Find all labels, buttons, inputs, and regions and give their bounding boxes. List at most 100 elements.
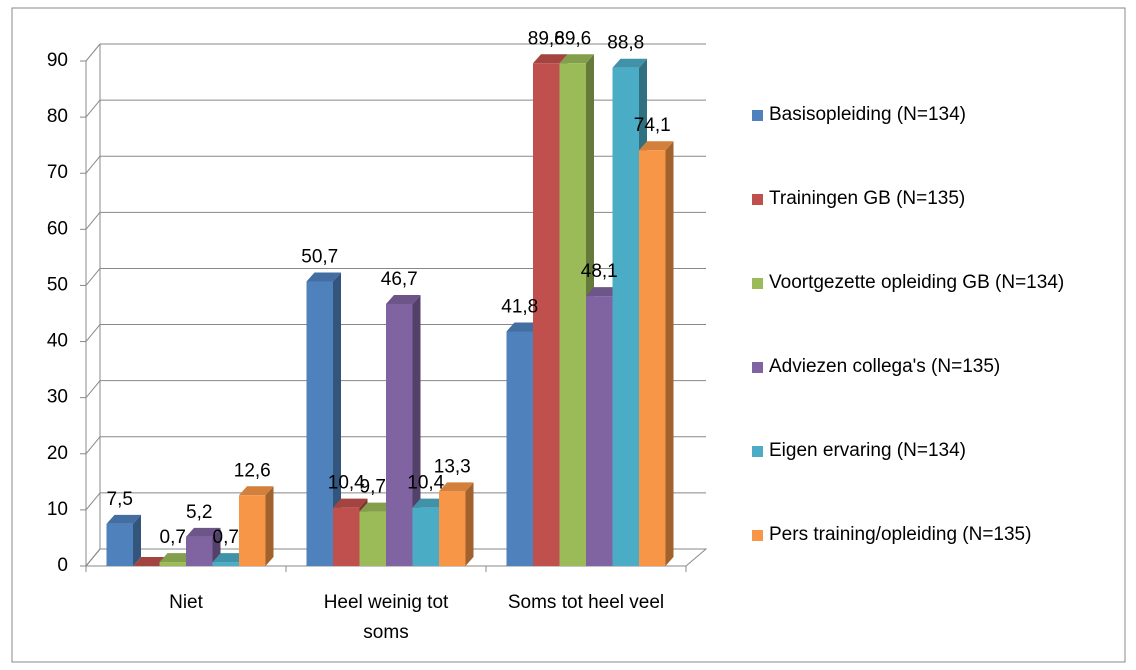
y-tick-label: 30 — [47, 387, 68, 408]
bar-top — [533, 54, 568, 64]
bar-side — [333, 272, 341, 566]
bar-side — [465, 482, 474, 566]
bar — [106, 523, 133, 566]
legend-item: Adviezen collega's (N=135) — [752, 352, 1122, 382]
bar — [612, 67, 639, 566]
bar — [439, 491, 466, 566]
bar-top — [133, 557, 168, 566]
data-label: 89,6 — [528, 28, 565, 49]
data-label: 10,4 — [407, 473, 444, 494]
legend-swatch — [752, 278, 763, 289]
data-label: 0,7 — [160, 527, 186, 548]
y-tick-label: 70 — [47, 162, 68, 183]
data-label: 9,7 — [360, 477, 386, 498]
bar — [559, 63, 586, 566]
data-label: 10,4 — [328, 473, 365, 494]
bar — [186, 536, 213, 566]
bar-top — [639, 141, 674, 151]
bar — [506, 331, 533, 566]
y-tick-label: 50 — [47, 274, 68, 295]
legend-item: Pers training/opleiding (N=135) — [752, 520, 1122, 550]
bar-side — [412, 294, 421, 566]
bar — [239, 495, 266, 566]
legend-label: Pers training/opleiding (N=135) — [769, 524, 1032, 545]
data-label: 48,1 — [581, 261, 618, 282]
grid-line — [85, 380, 101, 398]
bar-top — [212, 553, 247, 563]
data-label: 0,7 — [213, 527, 239, 548]
legend-item: Basisopleiding (N=134) — [752, 100, 1122, 130]
bar-side — [665, 141, 674, 566]
legend-swatch — [752, 362, 763, 373]
bar-top — [506, 322, 541, 332]
bar-top — [306, 272, 341, 282]
data-label: 74,1 — [634, 115, 671, 136]
legend-label: Eigen ervaring (N=134) — [769, 440, 966, 461]
bar — [412, 507, 439, 566]
data-label: 7,5 — [107, 489, 133, 510]
y-tick-label: 10 — [47, 499, 68, 520]
x-tick-label: Niet — [169, 592, 203, 613]
y-tick-label: 80 — [47, 106, 68, 127]
y-tick-label: 60 — [47, 218, 68, 239]
bar — [639, 150, 666, 566]
legend-label: Adviezen collega's (N=135) — [769, 356, 1001, 377]
data-label: 41,8 — [501, 296, 538, 317]
bar — [306, 281, 333, 566]
grid-line — [85, 492, 101, 511]
legend-swatch — [752, 110, 763, 121]
legend-swatch — [752, 530, 763, 541]
y-tick-label: 20 — [47, 443, 68, 464]
legend: Basisopleiding (N=134) Trainingen GB (N=1… — [752, 100, 1122, 550]
grid-line — [85, 212, 101, 230]
grid-line — [85, 548, 101, 567]
data-label: 46,7 — [381, 269, 418, 290]
bar-side — [133, 514, 141, 566]
legend-item: Eigen ervaring (N=134) — [752, 436, 1122, 466]
data-label: 13,3 — [434, 456, 471, 477]
bar-top — [333, 498, 368, 508]
y-tick-label: 40 — [47, 331, 68, 352]
bar — [359, 511, 386, 566]
grid-line — [85, 99, 101, 118]
bar-top — [559, 54, 594, 64]
bar — [386, 303, 413, 566]
bar-side — [265, 486, 274, 566]
y-tick-label: 90 — [47, 50, 68, 71]
legend-item: Voortgezette opleiding GB (N=134) — [752, 268, 1122, 298]
bar-top — [439, 482, 474, 492]
legend-swatch — [752, 194, 763, 205]
x-tick-label: Soms tot heel veel — [507, 592, 665, 613]
grid-line — [85, 324, 101, 342]
bar-top — [239, 486, 274, 496]
chart-border — [11, 7, 1126, 663]
bar — [333, 507, 360, 566]
grid-line — [85, 436, 101, 455]
data-label: 89,6 — [554, 28, 591, 49]
data-label: 50,7 — [301, 247, 338, 268]
data-label: 88,8 — [607, 33, 644, 54]
bar — [586, 296, 613, 566]
grid-line — [85, 155, 101, 174]
bar — [533, 63, 560, 566]
legend-item: Trainingen GB (N=135) — [752, 184, 1122, 214]
legend-swatch — [752, 446, 763, 457]
legend-label: Voortgezette opleiding GB (N=134) — [769, 272, 1065, 293]
bar-top — [159, 553, 194, 563]
grid-line — [85, 43, 101, 62]
x-tick-label: Heel weinig tot soms — [323, 592, 449, 643]
bar-top — [186, 527, 221, 537]
bar-top — [359, 502, 394, 512]
data-label: 5,2 — [186, 502, 212, 523]
data-label: 12,6 — [234, 460, 271, 481]
bar — [212, 562, 239, 566]
legend-label: Trainingen GB (N=135) — [769, 188, 966, 209]
legend-label: Basisopleiding (N=134) — [769, 104, 966, 125]
bar-top — [612, 58, 647, 68]
bar-top — [586, 287, 621, 297]
grid-line — [85, 268, 101, 286]
y-tick-label: 0 — [57, 555, 68, 576]
bar-top — [412, 498, 447, 508]
